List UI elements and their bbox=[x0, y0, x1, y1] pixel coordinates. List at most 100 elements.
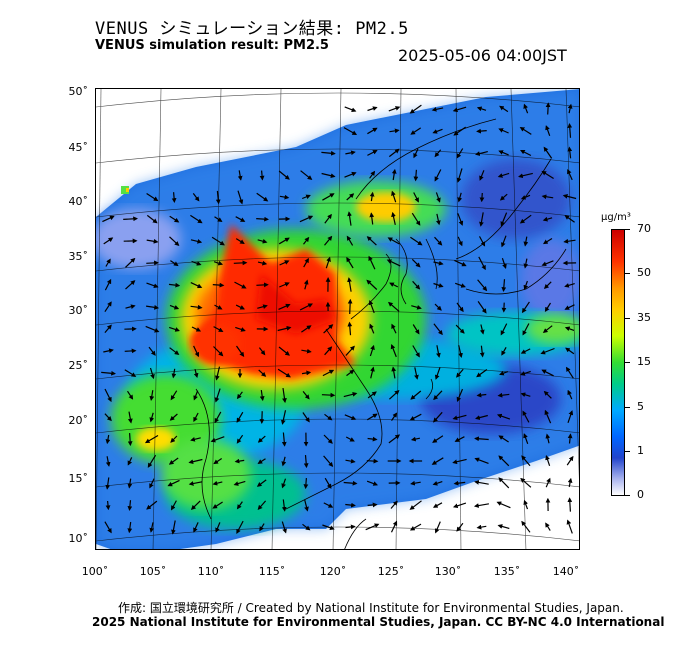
wind-arrow bbox=[366, 458, 379, 464]
wind-arrow bbox=[519, 214, 532, 224]
credit-line-1: 作成: 国立環境研究所 / Created by National Instit… bbox=[118, 601, 624, 615]
wind-arrow bbox=[169, 236, 180, 247]
wind-arrow bbox=[518, 172, 533, 179]
wind-arrow bbox=[169, 326, 180, 332]
wind-arrow bbox=[500, 323, 508, 336]
wind-arrow bbox=[499, 370, 509, 376]
wind-arrow bbox=[387, 237, 400, 245]
wind-arrow bbox=[564, 326, 575, 332]
forecast-datetime: 2025-05-06 04:00JST bbox=[398, 46, 567, 65]
wind-arrow bbox=[346, 193, 355, 201]
wind-arrow bbox=[413, 192, 419, 203]
wind-arrow bbox=[123, 216, 138, 222]
wind-arrow bbox=[367, 106, 378, 112]
wind-arrow bbox=[256, 479, 267, 487]
wind-arrow bbox=[566, 455, 574, 466]
wind-arrow bbox=[101, 370, 116, 376]
wind-arrow bbox=[190, 436, 201, 442]
wind-arrow bbox=[303, 455, 309, 469]
lat-label: 35˚ bbox=[68, 250, 89, 263]
wind-arrow bbox=[345, 150, 356, 156]
wind-arrow bbox=[544, 409, 552, 424]
wind-arrow bbox=[345, 345, 355, 356]
colorbar-tick: 5 bbox=[637, 400, 644, 413]
wind-arrow bbox=[323, 434, 333, 444]
wind-arrow bbox=[366, 480, 379, 486]
wind-arrow bbox=[391, 168, 397, 181]
wind-arrow bbox=[367, 436, 378, 442]
wind-arrow bbox=[256, 192, 269, 202]
wind-arrow bbox=[257, 238, 268, 244]
colorbar-tick: 50 bbox=[637, 266, 651, 279]
wind-arrow bbox=[452, 106, 467, 113]
wind-arrow bbox=[413, 148, 419, 159]
wind-arrow bbox=[257, 500, 267, 511]
wind-arrow bbox=[303, 257, 309, 268]
wind-arrow bbox=[193, 390, 199, 401]
wind-arrow bbox=[499, 105, 509, 113]
wind-arrow bbox=[522, 323, 530, 336]
wind-arrow bbox=[433, 411, 443, 423]
wind-arrow bbox=[281, 499, 287, 512]
wind-arrow bbox=[304, 499, 309, 512]
wind-arrow bbox=[391, 211, 396, 226]
wind-arrow bbox=[455, 324, 465, 334]
wind-arrow bbox=[501, 347, 507, 356]
wind-arrow bbox=[542, 216, 553, 222]
wind-arrow bbox=[236, 411, 244, 423]
wind-arrow bbox=[302, 412, 310, 423]
wind-arrow bbox=[190, 500, 201, 510]
wind-arrow bbox=[188, 481, 203, 486]
wind-arrow bbox=[520, 477, 532, 488]
wind-arrow bbox=[365, 523, 380, 531]
wind-arrow bbox=[257, 435, 266, 443]
wind-arrow bbox=[214, 411, 222, 424]
wind-arrow bbox=[256, 282, 269, 288]
wind-arrow bbox=[433, 390, 443, 401]
wind-arrow bbox=[215, 190, 221, 205]
wind-arrow bbox=[191, 326, 202, 332]
wind-arrow bbox=[497, 392, 510, 398]
wind-arrow bbox=[259, 170, 265, 181]
colorbar-tick: 0 bbox=[637, 488, 644, 501]
wind-arrow bbox=[126, 390, 134, 400]
wind-arrow bbox=[323, 455, 334, 468]
wind-arrow bbox=[388, 389, 400, 400]
wind-arrow bbox=[193, 412, 199, 423]
wind-arrow bbox=[540, 347, 555, 355]
wind-arrow bbox=[191, 260, 202, 266]
wind-arrow bbox=[193, 345, 200, 358]
wind-arrow bbox=[410, 480, 421, 486]
wind-arrow bbox=[322, 193, 335, 201]
wind-arrow bbox=[281, 456, 287, 467]
wind-arrow bbox=[146, 282, 159, 288]
wind-arrow bbox=[564, 215, 575, 223]
wind-arrow bbox=[477, 279, 488, 292]
wind-arrow bbox=[434, 149, 442, 158]
wind-arrow bbox=[346, 235, 354, 246]
wind-arrow bbox=[235, 238, 245, 245]
wind-arrow bbox=[144, 434, 159, 444]
pm25-map bbox=[95, 88, 580, 550]
wind-arrow bbox=[345, 436, 355, 442]
colorbar-tick: 70 bbox=[637, 222, 651, 235]
wind-arrow bbox=[545, 522, 551, 531]
wind-arrow bbox=[497, 524, 510, 530]
wind-arrow bbox=[321, 392, 336, 398]
wind-arrow bbox=[475, 414, 488, 420]
wind-arrow bbox=[388, 434, 401, 444]
wind-arrow bbox=[563, 238, 576, 244]
wind-vectors bbox=[101, 102, 577, 535]
wind-arrow bbox=[104, 413, 112, 422]
wind-arrow bbox=[454, 259, 467, 267]
wind-arrow bbox=[347, 298, 353, 315]
wind-arrow bbox=[368, 255, 376, 270]
wind-arrow bbox=[567, 169, 573, 181]
wind-arrow bbox=[149, 412, 155, 423]
wind-arrow bbox=[456, 368, 464, 378]
wind-arrow bbox=[498, 150, 509, 156]
wind-arrow bbox=[567, 433, 573, 444]
wind-arrow bbox=[345, 524, 356, 530]
wind-arrow bbox=[410, 436, 421, 442]
wind-arrow bbox=[414, 367, 419, 380]
